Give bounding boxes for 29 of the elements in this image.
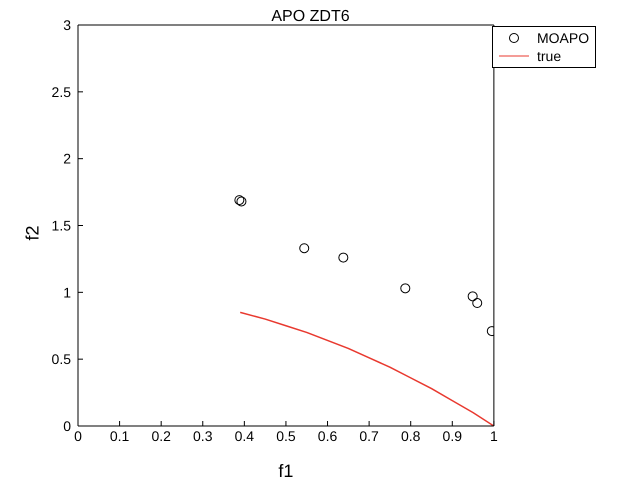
x-tick-label: 0.5 bbox=[276, 428, 296, 444]
x-tick-label: 0.6 bbox=[318, 428, 338, 444]
x-tick-label: 0.7 bbox=[359, 428, 380, 444]
x-tick-label: 0.1 bbox=[110, 428, 130, 444]
x-tick-label: 0.8 bbox=[400, 428, 421, 444]
point bbox=[472, 298, 482, 308]
y-tick-label: 2.5 bbox=[52, 84, 72, 100]
x-tick-label: 0 bbox=[74, 428, 82, 444]
y-tick-label: 3 bbox=[63, 16, 72, 33]
point bbox=[299, 243, 310, 254]
x-axis-title: f1 bbox=[278, 460, 294, 481]
y-tick-label: 1.5 bbox=[52, 217, 72, 234]
line-series bbox=[239, 312, 494, 426]
y-tick-label: 0.5 bbox=[52, 351, 72, 368]
x-tick-label: 0.2 bbox=[151, 428, 172, 444]
x-tick-label: 0.3 bbox=[193, 428, 213, 444]
legend-label: true bbox=[537, 48, 562, 64]
legend-label: MOAPO bbox=[537, 30, 590, 46]
chart-title: APO ZDT6 bbox=[271, 8, 350, 25]
y-tick-label: 2 bbox=[63, 150, 72, 167]
point bbox=[338, 252, 348, 263]
point bbox=[400, 283, 410, 294]
x-tick-label: 0.4 bbox=[234, 428, 254, 444]
x-tick-label: 1 bbox=[490, 428, 498, 444]
y-tick-label: 1 bbox=[63, 284, 72, 300]
point bbox=[468, 291, 478, 302]
y-tick-label: 0 bbox=[63, 418, 72, 434]
x-tick-label: 0.9 bbox=[442, 428, 462, 444]
y-axis-title: f2 bbox=[22, 226, 42, 241]
